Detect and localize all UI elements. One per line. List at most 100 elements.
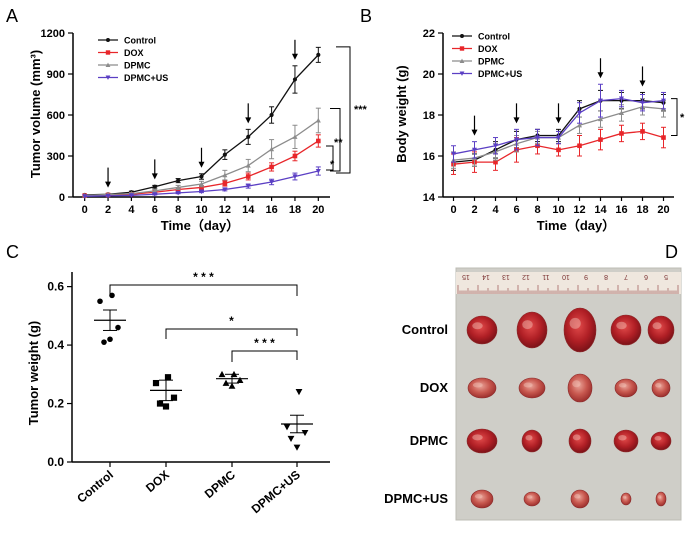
ruler-ticks bbox=[457, 285, 679, 294]
y-tick-label: 300 bbox=[47, 151, 65, 163]
y-tick-label: 18 bbox=[423, 110, 435, 122]
x-tick-label: 16 bbox=[265, 204, 277, 216]
tumor-highlight bbox=[622, 495, 627, 499]
data-point bbox=[283, 424, 291, 431]
ruler-number: 15 bbox=[462, 273, 470, 280]
row-labels: Control DOX DPMC DPMC+US bbox=[384, 322, 449, 506]
x-tick-label: 4 bbox=[128, 204, 135, 216]
ruler-number: 13 bbox=[502, 273, 510, 280]
data-point bbox=[555, 135, 562, 141]
series-control bbox=[82, 46, 321, 198]
data-point bbox=[287, 435, 295, 443]
tumor bbox=[650, 431, 672, 451]
chart-a-xlabel: Time（day） bbox=[161, 218, 240, 233]
tumor-highlight bbox=[574, 494, 581, 499]
data-point bbox=[246, 134, 251, 139]
data-point bbox=[316, 52, 321, 57]
data-point bbox=[269, 112, 274, 118]
data-point bbox=[576, 110, 583, 116]
data-point bbox=[222, 181, 228, 186]
data-point bbox=[228, 382, 236, 389]
tumor-highlight bbox=[523, 382, 533, 388]
treatment-arrowhead bbox=[639, 80, 646, 87]
x-tick-label: DOX bbox=[143, 468, 172, 495]
data-point bbox=[269, 164, 274, 170]
treatment-arrowhead bbox=[105, 181, 112, 188]
data-point bbox=[97, 298, 103, 305]
data-point bbox=[152, 192, 158, 197]
data-point bbox=[222, 152, 227, 157]
ruler-number: 12 bbox=[522, 273, 530, 280]
data-point bbox=[556, 147, 561, 153]
data-point bbox=[292, 153, 298, 159]
data-point bbox=[82, 194, 88, 199]
tumor-highlight bbox=[618, 434, 627, 441]
y-tick-label: 900 bbox=[47, 69, 65, 81]
treatment-arrowhead bbox=[471, 129, 478, 136]
x-tick-label: 8 bbox=[175, 204, 181, 216]
series-dpmc-us bbox=[82, 166, 321, 199]
data-point bbox=[152, 184, 157, 189]
x-tick-label: 14 bbox=[594, 204, 607, 216]
legend-marker bbox=[105, 75, 111, 80]
tumor bbox=[563, 307, 597, 353]
data-point bbox=[450, 151, 457, 157]
treatment-arrowhead bbox=[151, 173, 158, 180]
x-tick-label: DPMC bbox=[202, 467, 238, 501]
y-tick-label: 600 bbox=[47, 110, 65, 122]
significance-bracket bbox=[165, 328, 298, 339]
chart-b: 14 16 18 20 22 0 2 4 6 8 10 12 14 16 18 20 Control DOX DPM… bbox=[423, 28, 685, 216]
x-tick-label: 0 bbox=[450, 204, 456, 216]
data-point bbox=[316, 138, 321, 144]
legend-marker bbox=[459, 71, 465, 76]
ruler bbox=[456, 272, 681, 294]
tumor bbox=[568, 428, 592, 454]
chart-b-ylabel: Body weight (g) bbox=[394, 65, 409, 163]
significance-label: * * * bbox=[193, 270, 214, 284]
legend-label: Control bbox=[124, 36, 156, 46]
y-tick-label: 16 bbox=[423, 151, 435, 163]
data-point bbox=[661, 135, 666, 140]
x-tick-label: 4 bbox=[492, 204, 499, 216]
legend-label: DPMC bbox=[124, 61, 151, 71]
legend-marker bbox=[105, 62, 111, 67]
data-point bbox=[105, 193, 111, 199]
significance-label: * bbox=[680, 112, 685, 124]
chart-b-xlabel: Time（day） bbox=[537, 218, 616, 233]
legend-marker bbox=[459, 46, 465, 51]
x-tick-label: 20 bbox=[657, 204, 669, 216]
data-point bbox=[152, 379, 160, 387]
significance-bracket bbox=[330, 107, 341, 172]
x-tick-label: 12 bbox=[219, 204, 231, 216]
tumor-highlight bbox=[522, 320, 533, 330]
significance-bracket bbox=[231, 350, 298, 362]
y-tick-label: 0.4 bbox=[47, 338, 64, 352]
legend-label: DPMC+US bbox=[124, 73, 168, 83]
legend-label: DOX bbox=[124, 48, 144, 58]
legend-label: Control bbox=[478, 32, 510, 42]
data-point bbox=[597, 116, 604, 122]
tumor bbox=[523, 491, 541, 507]
data-point bbox=[198, 189, 205, 195]
significance-label: * bbox=[330, 159, 335, 171]
row-label: DPMC bbox=[410, 433, 449, 448]
ruler-number: 9 bbox=[584, 273, 588, 280]
data-point bbox=[218, 370, 226, 378]
tumor bbox=[521, 429, 543, 453]
y-tick-label: 14 bbox=[423, 192, 436, 204]
data-point bbox=[101, 339, 107, 345]
tumor bbox=[567, 373, 593, 403]
data-point bbox=[128, 193, 134, 198]
data-point bbox=[315, 117, 321, 123]
tumor bbox=[570, 489, 590, 509]
x-tick-label: 18 bbox=[289, 204, 301, 216]
x-tick-label: 16 bbox=[615, 204, 627, 216]
significance-bracket bbox=[109, 284, 298, 296]
data-point bbox=[245, 183, 251, 189]
data-point bbox=[176, 178, 181, 183]
photo-frame bbox=[455, 267, 682, 521]
legend-label: DPMC bbox=[478, 57, 505, 67]
ruler-number: 6 bbox=[644, 273, 648, 280]
x-tick-label: 10 bbox=[552, 204, 564, 216]
